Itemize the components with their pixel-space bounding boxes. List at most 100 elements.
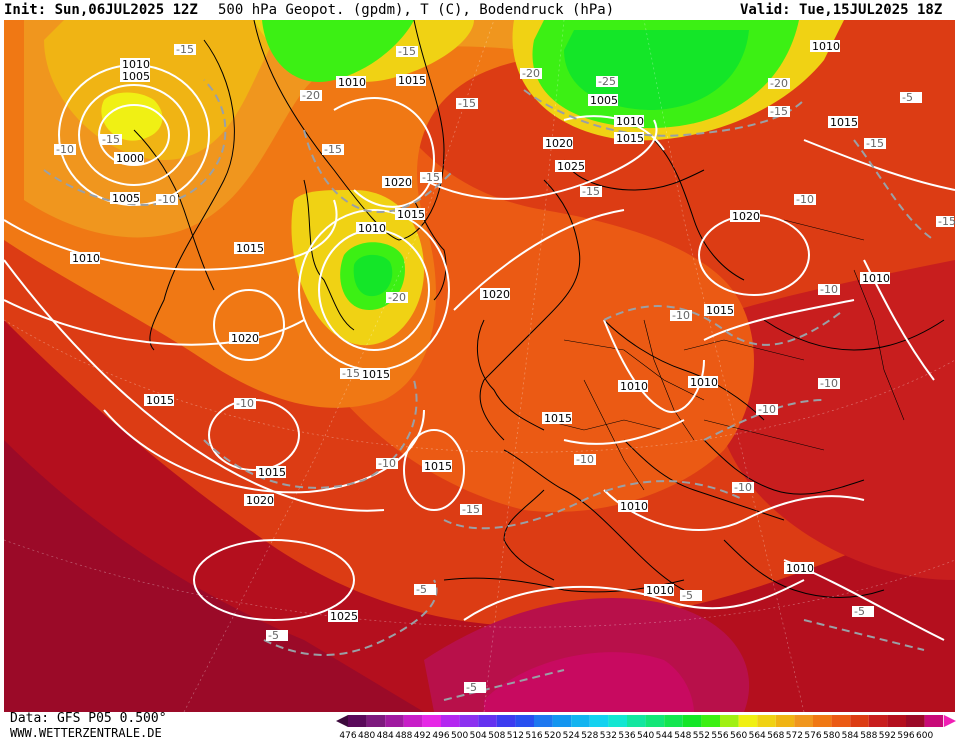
field-yellow-hlt	[101, 92, 163, 141]
svg-text:1025: 1025	[330, 610, 358, 623]
legend-tick-label: 524	[563, 731, 580, 741]
legend-tick-label: 564	[749, 731, 766, 741]
pressure-label: 1015	[542, 412, 572, 425]
svg-text:1010: 1010	[812, 40, 840, 53]
legend-tick-label: 528	[581, 731, 598, 741]
field-east-dark	[704, 260, 955, 580]
svg-text:1020: 1020	[545, 137, 573, 150]
legend-tick-label: 576	[804, 731, 821, 741]
legend-tick-label: 556	[711, 731, 728, 741]
legend-tick-label: 508	[488, 731, 505, 741]
temp-label: -20	[768, 77, 790, 90]
svg-text:-15: -15	[866, 137, 884, 150]
pressure-label: 1020	[244, 494, 274, 507]
pressure-label: 1015	[256, 466, 286, 479]
legend-tick-label: 516	[525, 731, 542, 741]
pressure-label: 1010	[70, 252, 100, 265]
temp-label: -10	[156, 193, 178, 206]
legend-swatch	[701, 715, 720, 727]
svg-text:1015: 1015	[397, 208, 425, 221]
temp-label: -10	[818, 283, 840, 296]
temp-label: -15	[420, 171, 442, 184]
legend-swatch	[645, 715, 665, 727]
pressure-label: 1010	[614, 115, 644, 128]
chart-header: Init: Sun,06JUL2025 12Z 500 hPa Geopot. …	[0, 0, 959, 20]
svg-text:-5: -5	[268, 629, 279, 642]
svg-text:1015: 1015	[146, 394, 174, 407]
lat-lon-grid	[4, 20, 955, 712]
legend-swatch	[534, 715, 553, 727]
legend-swatch	[682, 715, 702, 727]
isobars	[4, 64, 955, 641]
site-credit: WWW.WETTERZENTRALE.DE	[10, 726, 162, 740]
temp-label: -5	[852, 605, 874, 618]
legend-tick-label: 492	[414, 731, 431, 741]
pressure-label: 1010	[644, 584, 674, 597]
pressure-label: 1010	[618, 380, 648, 393]
svg-text:1010: 1010	[620, 380, 648, 393]
legend-tick-label: 588	[860, 731, 877, 741]
pressure-label: 1010	[688, 376, 718, 389]
legend-arrow-right	[944, 715, 956, 727]
temp-label: -10	[794, 193, 816, 206]
color-scale-legend: 476 480 484 488 492 496 500 504 508 512 516 520 524 5…	[336, 715, 956, 741]
legend-swatch	[794, 715, 813, 727]
svg-text:-15: -15	[398, 45, 416, 58]
pressure-label: 1015	[396, 74, 426, 87]
legend-swatch	[924, 715, 944, 727]
svg-text:-5: -5	[682, 589, 693, 602]
legend-tick-label: 572	[786, 731, 803, 741]
valid-time: Valid: Tue,15JUL2025 18Z	[740, 2, 943, 18]
legend-swatch	[868, 715, 888, 727]
pressure-label: 1015	[234, 242, 264, 255]
legend-swatch	[831, 715, 851, 727]
legend-tick-label: 580	[823, 731, 840, 741]
svg-text:-20: -20	[388, 291, 406, 304]
legend-swatch	[571, 715, 590, 727]
legend-swatch	[441, 715, 460, 727]
svg-text:-10: -10	[672, 309, 690, 322]
svg-text:1005: 1005	[122, 70, 150, 83]
temp-label: -10	[732, 481, 754, 494]
svg-text:1020: 1020	[482, 288, 510, 301]
svg-text:-5: -5	[466, 681, 477, 694]
svg-text:1015: 1015	[544, 412, 572, 425]
svg-text:-20: -20	[770, 77, 788, 90]
svg-text:1015: 1015	[616, 132, 644, 145]
legend-tick-label: 560	[730, 731, 747, 741]
temp-label: -10	[54, 143, 76, 156]
pressure-label: 1025	[328, 610, 358, 623]
temp-label: -10	[376, 457, 398, 470]
svg-text:1025: 1025	[557, 160, 585, 173]
pressure-label: 1020	[382, 176, 412, 189]
svg-text:1010: 1010	[620, 500, 648, 513]
svg-text:1010: 1010	[646, 584, 674, 597]
temp-label: -15	[864, 137, 886, 150]
legend-tick-label: 600	[916, 731, 933, 741]
pressure-label: 1025	[555, 160, 585, 173]
svg-text:1010: 1010	[338, 76, 366, 89]
svg-text:1015: 1015	[830, 116, 858, 129]
temp-label: -15	[100, 133, 122, 146]
temp-label: -10	[574, 453, 596, 466]
legend-tick-label: 500	[451, 731, 468, 741]
temp-label: -10	[670, 309, 692, 322]
temp-label: -10	[234, 397, 256, 410]
legend-swatch	[348, 715, 367, 727]
temp-label: -15	[460, 503, 482, 516]
svg-text:1010: 1010	[72, 252, 100, 265]
svg-text:-10: -10	[820, 377, 838, 390]
svg-text:1000: 1000	[116, 152, 144, 165]
temp-label: -25	[596, 75, 618, 88]
legend-swatch	[478, 715, 497, 727]
pressure-label: 1010	[618, 500, 648, 513]
temp-label: -10	[756, 403, 778, 416]
legend-tick-label: 592	[879, 731, 896, 741]
legend-tick-label: 488	[395, 731, 412, 741]
svg-text:1020: 1020	[732, 210, 760, 223]
legend-swatch	[515, 715, 534, 727]
pressure-label: 1020	[229, 332, 259, 345]
svg-text:-15: -15	[458, 97, 476, 110]
svg-text:1015: 1015	[706, 304, 734, 317]
field-green-ne2	[564, 30, 749, 110]
